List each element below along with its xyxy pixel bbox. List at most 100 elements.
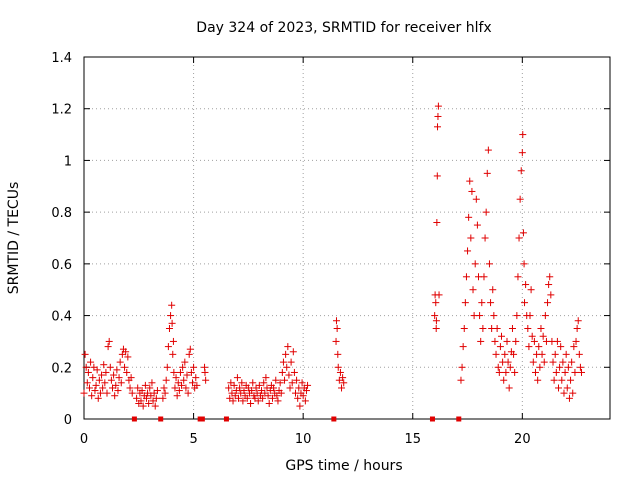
gap-marker [331,416,337,422]
data-point [563,384,571,392]
data-point [478,299,486,307]
data-point [302,387,310,395]
data-points [80,102,586,410]
data-point [124,353,132,361]
data-point [188,379,196,387]
data-point [260,379,268,387]
data-point [553,337,561,345]
data-point [116,358,124,366]
data-point [112,381,120,389]
y-tick-label: 0.8 [51,206,72,221]
data-point [240,387,248,395]
data-point [146,384,154,392]
data-point [546,273,554,281]
data-point [179,363,187,371]
x-axis-title: GPS time / hours [285,458,402,474]
data-point [569,389,577,397]
y-tick-label: 0.6 [51,258,72,273]
data-point [254,397,262,405]
data-point [289,348,297,356]
data-point [268,394,276,402]
data-point [301,397,309,405]
data-point [247,399,255,407]
data-point [282,350,290,358]
data-point [521,299,529,307]
data-point [233,374,241,382]
axis-ticks [83,56,610,420]
data-point [225,384,233,392]
data-point [290,368,298,376]
data-point [167,312,175,320]
data-point [107,376,115,384]
data-point [85,384,93,392]
data-point [180,376,188,384]
data-point [294,394,302,402]
data-point [173,392,181,400]
data-point [255,381,263,389]
data-point [151,402,159,410]
data-point [572,337,580,345]
data-point [510,350,518,358]
data-point [571,368,579,376]
data-point [110,371,118,379]
data-point [82,363,90,371]
data-point [550,376,558,384]
data-point [272,376,280,384]
data-point [545,281,553,289]
data-point [540,358,548,366]
data-point [175,387,183,395]
data-point [103,389,111,397]
data-point [535,343,543,351]
data-point [249,379,257,387]
data-point [89,374,97,382]
data-point [547,291,555,299]
data-point [88,392,96,400]
data-point [434,123,442,131]
data-point [520,260,528,268]
data-point [528,332,536,340]
data-point [96,389,104,397]
data-point [134,384,142,392]
data-point [458,363,466,371]
data-point [434,102,442,110]
data-point [549,358,557,366]
data-point [183,371,191,379]
data-point [526,312,534,320]
data-point [186,345,194,353]
data-point [139,402,147,410]
y-axis-title: SRMTID / TECUs [6,182,22,295]
x-tick-label: 15 [404,432,421,447]
data-point [508,325,516,332]
data-point [522,281,530,289]
data-point [477,337,485,345]
data-point [98,371,106,379]
data-point [461,299,469,307]
gap-marker [456,416,462,422]
data-point [435,291,443,299]
data-point [496,343,504,351]
y-tick-labels: 0 0.2 0.4 0.6 0.8 1 1.2 1.4 [51,51,72,428]
data-point [117,379,125,387]
data-point [113,366,121,374]
data-point [473,221,481,229]
data-point [503,337,511,345]
data-point [265,399,273,407]
data-point [161,389,169,397]
data-point [164,343,172,351]
data-point [513,312,521,320]
data-point [459,343,467,351]
data-point [483,169,491,177]
data-point [274,397,282,405]
data-point [128,389,136,397]
chart-title: Day 324 of 2023, SRMTID for receiver hlf… [196,20,491,36]
data-point [332,317,340,325]
data-point [279,358,287,366]
data-point [142,394,150,402]
data-point [283,363,291,371]
data-point [239,397,247,405]
data-point [504,358,512,366]
data-point [178,381,186,389]
data-point [558,376,566,384]
data-point [511,368,519,376]
data-point [519,229,527,237]
